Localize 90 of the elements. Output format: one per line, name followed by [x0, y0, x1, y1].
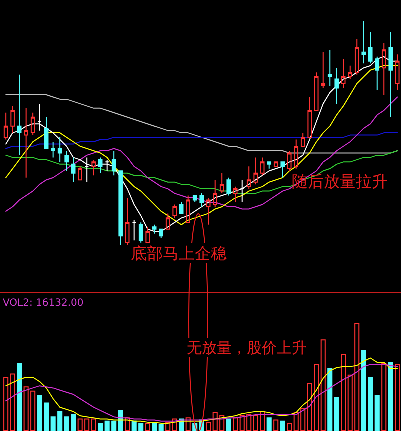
candlestick — [220, 172, 224, 194]
candlestick — [132, 220, 136, 242]
candlestick — [334, 68, 340, 104]
candlestick — [4, 112, 8, 140]
candlestick — [321, 52, 326, 89]
candlestick — [166, 213, 170, 230]
candlestick — [78, 166, 82, 181]
candlestick — [51, 142, 56, 158]
bar — [274, 420, 279, 431]
candlestick — [368, 32, 373, 64]
chart-title: VOL2: 16132.00 — [3, 298, 84, 309]
bar — [152, 423, 158, 431]
bar — [287, 423, 292, 431]
candlestick — [118, 170, 123, 246]
candlestick — [44, 116, 49, 150]
bar — [145, 423, 150, 431]
candlestick — [382, 42, 386, 96]
candlestick — [267, 162, 272, 170]
bar — [206, 422, 212, 431]
bar — [4, 377, 9, 431]
candlestick — [388, 32, 394, 118]
bar — [125, 418, 130, 431]
candlestick — [341, 58, 346, 89]
candlestick — [24, 108, 28, 178]
bar — [382, 363, 387, 431]
candlestick — [64, 150, 69, 172]
candlestick — [362, 20, 366, 64]
annotation: 底部马上企稳 — [131, 244, 227, 263]
bar — [91, 418, 96, 431]
bar — [17, 363, 22, 431]
candlestick — [138, 222, 144, 244]
bar — [226, 418, 232, 431]
candlestick — [179, 202, 184, 214]
candlestick — [254, 157, 258, 186]
bar — [280, 420, 286, 431]
candlestick — [348, 65, 353, 80]
bar — [395, 364, 400, 431]
candlestick — [30, 112, 36, 136]
candlestick — [233, 186, 238, 203]
candlestick — [172, 204, 177, 219]
bar — [341, 354, 346, 431]
candlestick — [280, 162, 286, 178]
candlestick — [246, 166, 252, 190]
bar — [320, 340, 326, 431]
candlestick — [260, 157, 265, 176]
candlestick — [98, 157, 103, 174]
candlestick — [308, 96, 312, 138]
bar — [172, 418, 178, 431]
candlestick — [146, 226, 150, 244]
candlestick — [395, 54, 400, 91]
bar — [233, 418, 238, 431]
bar — [334, 397, 340, 431]
candlestick — [125, 198, 130, 246]
bar — [186, 418, 191, 431]
candlestick — [240, 180, 245, 203]
candlestick — [112, 150, 116, 176]
candlestick — [105, 159, 110, 172]
candlestick — [328, 50, 332, 87]
candlestick — [159, 228, 164, 239]
candlestick — [192, 195, 198, 203]
candlestick — [186, 195, 190, 224]
candlestick — [38, 103, 42, 132]
candlestick — [294, 139, 299, 170]
candlestick — [92, 159, 96, 176]
candlestick — [375, 56, 380, 91]
bar — [158, 424, 164, 431]
bar — [166, 422, 171, 431]
candlestick — [287, 150, 292, 172]
bar — [374, 395, 380, 431]
candlestick — [354, 38, 360, 76]
bar — [98, 423, 104, 431]
candlestick — [71, 157, 76, 183]
bar — [10, 374, 16, 431]
bar — [328, 368, 333, 431]
candlestick — [58, 137, 62, 163]
candlestick — [274, 162, 278, 168]
candlestick — [226, 177, 232, 196]
candlestick — [213, 180, 218, 208]
bar — [118, 410, 124, 431]
candlestick — [206, 198, 211, 226]
bar — [266, 418, 272, 431]
candlestick — [152, 224, 157, 234]
bar — [388, 362, 394, 431]
candlestick — [10, 106, 15, 134]
candlestick — [84, 157, 90, 183]
candlestick — [314, 72, 319, 112]
candlestick — [17, 74, 22, 156]
candlestick — [300, 132, 306, 147]
annotation: 无放量，股价上升 — [187, 339, 307, 357]
candlestick — [200, 193, 204, 208]
